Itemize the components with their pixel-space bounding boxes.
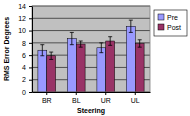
tick-mark [29, 43, 32, 44]
x-axis-title: Steering [77, 107, 105, 115]
tick-label: 6 [22, 52, 26, 59]
error-cap [138, 39, 142, 40]
grid-line [32, 18, 150, 19]
tick: 14 [18, 3, 32, 10]
tick-mark [105, 92, 106, 95]
error-cap [70, 44, 74, 45]
tick-mark [29, 55, 32, 56]
tick-mark [29, 67, 32, 68]
error-stem [110, 37, 111, 46]
error-stem [51, 52, 52, 59]
tick-label: 14 [18, 3, 26, 10]
error-cap [129, 32, 133, 33]
error-cap [79, 47, 83, 48]
error-bar [49, 52, 53, 59]
tick: 12 [18, 15, 32, 22]
bar [106, 41, 115, 92]
plot-frame [32, 6, 150, 92]
bar [47, 56, 56, 92]
error-cap [49, 59, 53, 60]
tick: 2 [22, 76, 32, 83]
tick-label: 8 [22, 40, 26, 47]
tick-label: 10 [18, 27, 26, 34]
error-bar [108, 37, 112, 46]
tick-label: 4 [22, 64, 26, 71]
error-bar [129, 20, 133, 32]
legend: Pre Post [154, 10, 187, 36]
error-stem [101, 43, 102, 53]
tick-label: BL [72, 97, 81, 104]
error-cap [99, 42, 103, 43]
plot-background [32, 6, 150, 92]
marks [38, 20, 144, 92]
tick: UR [101, 92, 111, 104]
y-axis-title: RMS Error Degrees [3, 17, 11, 81]
error-bar [138, 40, 142, 47]
error-bar [70, 32, 74, 44]
tick: 10 [18, 27, 32, 34]
tick-label: 2 [22, 76, 26, 83]
legend-label: Pre [167, 14, 178, 21]
tick-label: UR [101, 97, 111, 104]
series [47, 37, 144, 92]
tick-label: 0 [22, 89, 26, 96]
error-cap [129, 20, 133, 21]
error-bar [40, 45, 44, 56]
tick-label: UL [131, 97, 140, 104]
error-cap [108, 36, 112, 37]
error-stem [139, 40, 140, 47]
axis-line [33, 92, 151, 93]
bar [76, 44, 85, 92]
legend-swatch [158, 14, 164, 20]
tick: 6 [22, 52, 32, 59]
error-stem [42, 45, 43, 56]
error-cap [138, 47, 142, 48]
error-cap [99, 52, 103, 53]
error-bar [79, 41, 83, 47]
chart: 0 2 4 6 8 10 12 14 BR BL UR UL Steering RMS Error Deg… [0, 0, 190, 116]
error-stem [71, 32, 72, 44]
bar [135, 43, 144, 92]
error-stem [80, 41, 81, 47]
bar [67, 39, 76, 92]
tick-mark [29, 92, 32, 93]
y-axis: 0 2 4 6 8 10 12 14 [18, 3, 32, 96]
tick: UL [131, 92, 140, 104]
legend-label: Post [167, 24, 181, 31]
tick: 0 [22, 89, 32, 96]
tick-mark [135, 92, 136, 95]
plot: 0 2 4 6 8 10 12 14 BR BL UR UL [18, 3, 150, 104]
tick-mark [46, 92, 47, 95]
series [38, 20, 135, 92]
tick: BL [72, 92, 81, 104]
legend-swatch [158, 24, 164, 30]
error-cap [40, 55, 44, 56]
tick-mark [29, 80, 32, 81]
tick-mark [29, 18, 32, 19]
tick: BR [42, 92, 52, 104]
bar [97, 48, 106, 92]
tick-label: BR [42, 97, 52, 104]
legend-box [154, 10, 187, 36]
tick: 8 [22, 40, 32, 47]
error-cap [40, 44, 44, 45]
error-cap [79, 41, 83, 42]
tick-mark [29, 31, 32, 32]
bar [126, 26, 135, 92]
grid [32, 6, 150, 92]
x-axis: BR BL UR UL [33, 92, 151, 104]
axis-line [32, 7, 33, 93]
error-cap [70, 32, 74, 33]
error-cap [108, 45, 112, 46]
error-cap [49, 52, 53, 53]
tick-mark [76, 92, 77, 95]
bar [38, 50, 47, 92]
error-bar [99, 43, 103, 53]
tick: 4 [22, 64, 32, 71]
tick-label: 12 [18, 15, 26, 22]
tick-mark [29, 6, 32, 7]
error-stem [130, 20, 131, 32]
